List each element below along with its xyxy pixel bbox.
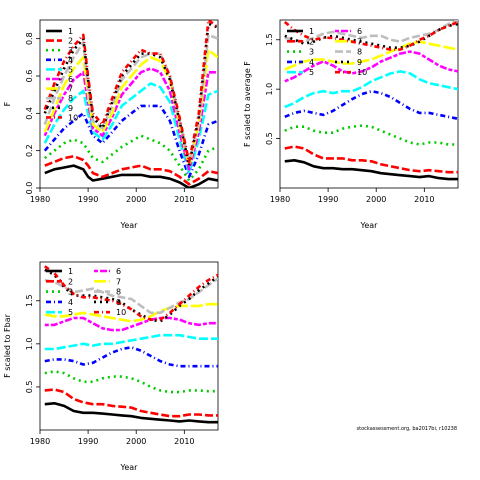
y-axis-label: F scaled to average F [243,61,252,147]
source-caption: stockassessment.org, ba2017bi, r10238 [357,426,457,432]
legend-label-2: 2 [68,37,73,46]
legend-label-2: 2 [68,277,73,286]
series-line-8 [284,20,458,44]
y-tick-label: 0.0 [25,182,34,195]
series-line-9 [284,22,458,50]
legend-label-8: 8 [357,48,362,57]
legend-label-8: 8 [116,288,121,297]
y-tick-label: 0.8 [25,32,34,45]
x-tick-label: 2010 [174,195,194,204]
legend-label-6: 6 [116,267,121,276]
series-line-10 [43,20,218,164]
y-tick-label: 1.0 [25,337,34,350]
y-tick-label: 1.5 [265,33,274,46]
series-line-4 [44,345,218,368]
legend-label-4: 4 [309,58,314,67]
x-tick-label: 2000 [126,437,146,446]
series-line-10 [283,20,458,51]
series-line-4 [284,89,458,121]
x-tick-label: 1990 [78,437,98,446]
x-tick-label: 1980 [270,195,290,204]
series-line-10 [44,265,218,322]
series-line-9 [43,22,218,167]
y-tick-label: 1.0 [265,83,274,96]
legend-label-4: 4 [68,56,73,65]
y-tick-label: 0.5 [25,381,34,394]
series-line-5 [44,333,218,351]
legend-label-3: 3 [68,288,73,297]
x-tick-label: 2010 [414,195,434,204]
legend-label-5: 5 [68,308,73,317]
legend-label-1: 1 [309,27,314,36]
series-line-2 [284,145,458,174]
legend-label-1: 1 [68,267,73,276]
legend-label-5: 5 [309,68,314,77]
x-tick-label: 1990 [318,195,338,204]
x-tick-label: 1980 [30,195,50,204]
legend-label-7: 7 [68,85,73,94]
legend-label-6: 6 [68,75,73,84]
chart-panel-3: 1980 1990 2000 2010 0.5 1.0 1.5 Year F scaled to… [3,261,219,472]
series-line-1 [284,159,458,181]
x-axis-label: Year [120,463,139,472]
series-line-1 [44,401,218,424]
series-line-1 [44,164,218,188]
legend-label-5: 5 [68,65,73,74]
plot-frame [39,261,219,431]
x-tick-label: 1990 [78,195,98,204]
series-line-3 [44,370,218,394]
y-tick-label: 0.2 [25,144,34,157]
series-line-7 [284,40,458,71]
legend-label-3: 3 [68,46,73,55]
legend-label-4: 4 [68,298,73,307]
x-tick-label: 1980 [30,437,50,446]
series-line-3 [44,134,218,182]
plot-frame [279,19,459,189]
series-line-2 [44,388,218,418]
series-line-6 [43,67,218,171]
series-line-9 [44,268,218,323]
y-axis-label: F scaled to Fbar [3,313,12,378]
legend-label-6: 6 [357,27,362,36]
x-tick-label: 2010 [174,437,194,446]
legend-label-7: 7 [357,37,362,46]
chart-panel-2: 1980 1990 2000 2010 0.5 1.0 1.5 Year F scaled to… [243,19,459,230]
series-line-6 [284,50,458,83]
y-tick-label: 0.6 [25,70,34,83]
series-line-3 [284,124,458,146]
legend-label-10: 10 [357,68,367,77]
legend-label-9: 9 [68,104,73,113]
legend-label-8: 8 [68,94,73,103]
y-axis-label: F [3,101,12,106]
legend-label-10: 10 [116,308,126,317]
y-tick-label: 1.5 [25,294,34,307]
y-tick-label: 0.5 [265,132,274,145]
x-axis-label: Year [360,221,379,230]
chart-panel-1: 1980 1990 2000 2010 0.0 0.2 0.4 0.6 0.8 Year F 1234… [3,19,219,230]
series-line-2 [44,155,218,186]
legend-label-9: 9 [116,298,121,307]
legend-label-7: 7 [116,277,121,286]
legend-label-9: 9 [357,58,362,67]
y-tick-label: 0.4 [25,107,34,120]
legend-label-3: 3 [309,48,314,57]
series-line-6 [44,316,218,332]
plot-frame [39,19,219,189]
x-tick-label: 2000 [126,195,146,204]
legend-label-2: 2 [309,37,314,46]
x-axis-label: Year [120,221,139,230]
legend-label-1: 1 [68,27,73,36]
x-tick-label: 2000 [366,195,386,204]
legend-label-10: 10 [68,113,78,122]
series-line-5 [284,70,458,109]
